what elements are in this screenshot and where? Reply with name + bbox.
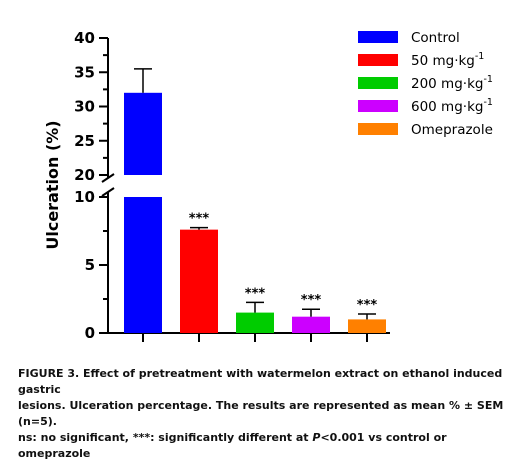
significance-label: ***: [245, 286, 266, 301]
y-axis: 0 5 10 20 25 30 35 40: [74, 29, 390, 342]
legend-swatch: [358, 31, 398, 43]
bars: *** *** *** ***: [124, 68, 386, 333]
bar: [180, 229, 218, 333]
legend-swatch: [358, 100, 398, 112]
legend-label: 600 mg·kg-1: [411, 97, 493, 115]
legend-swatch: [358, 54, 398, 66]
legend-label-text: Omeprazole: [411, 122, 493, 138]
caption-line-3: ns: no significant, ***: significantly d…: [18, 430, 514, 462]
legend-swatch: [358, 123, 398, 135]
bar-control-upper: [124, 92, 162, 175]
legend-label-text: Control: [411, 30, 460, 46]
legend-label-superscript: -1: [475, 51, 484, 62]
figure-caption: FIGURE 3. Effect of pretreatment with wa…: [18, 366, 514, 462]
caption-line-3a: ns: no significant, ***: significantly d…: [18, 431, 313, 444]
caption-line-1: FIGURE 3. Effect of pretreatment with wa…: [18, 367, 503, 396]
y-tick-label: 40: [74, 29, 95, 47]
legend-label-text: 50 mg·kg: [411, 53, 475, 69]
legend-label: Omeprazole: [411, 122, 493, 138]
y-tick-label: 5: [85, 256, 95, 274]
axis-break-mark: [101, 187, 115, 197]
legend-label: Control: [411, 30, 460, 46]
y-tick-label: 30: [74, 98, 95, 116]
legend-label-superscript: -1: [483, 97, 492, 108]
legend-label: 200 mg·kg-1: [411, 74, 493, 92]
bar-chart: 0 5 10 20 25 30 35 40 *** *** *** *** Control 50 mg…: [43, 29, 493, 342]
caption-line-2: lesions. Ulceration percentage. The resu…: [18, 399, 504, 428]
y-tick-label: 20: [74, 166, 95, 184]
y-tick-label: 35: [74, 63, 95, 81]
legend-label-text: 200 mg·kg: [411, 76, 483, 92]
axis-break-mark: [101, 173, 115, 183]
bar: [348, 319, 386, 333]
significance-label: ***: [357, 298, 378, 313]
y-tick-label: 10: [74, 188, 95, 206]
legend-swatch: [358, 77, 398, 89]
significance-label: ***: [301, 293, 322, 308]
legend-label-superscript: -1: [483, 74, 492, 85]
significance-label: ***: [189, 212, 210, 227]
bar: [236, 312, 274, 333]
y-axis-label: Ulceration (%): [43, 120, 62, 249]
y-tick-label: 25: [74, 132, 95, 150]
caption-p-value: P: [312, 431, 321, 444]
legend-label: 50 mg·kg-1: [411, 51, 484, 69]
legend-label-text: 600 mg·kg: [411, 99, 483, 115]
y-tick-label: 0: [85, 324, 95, 342]
bar: [292, 316, 330, 333]
bar-control-lower: [124, 197, 162, 333]
